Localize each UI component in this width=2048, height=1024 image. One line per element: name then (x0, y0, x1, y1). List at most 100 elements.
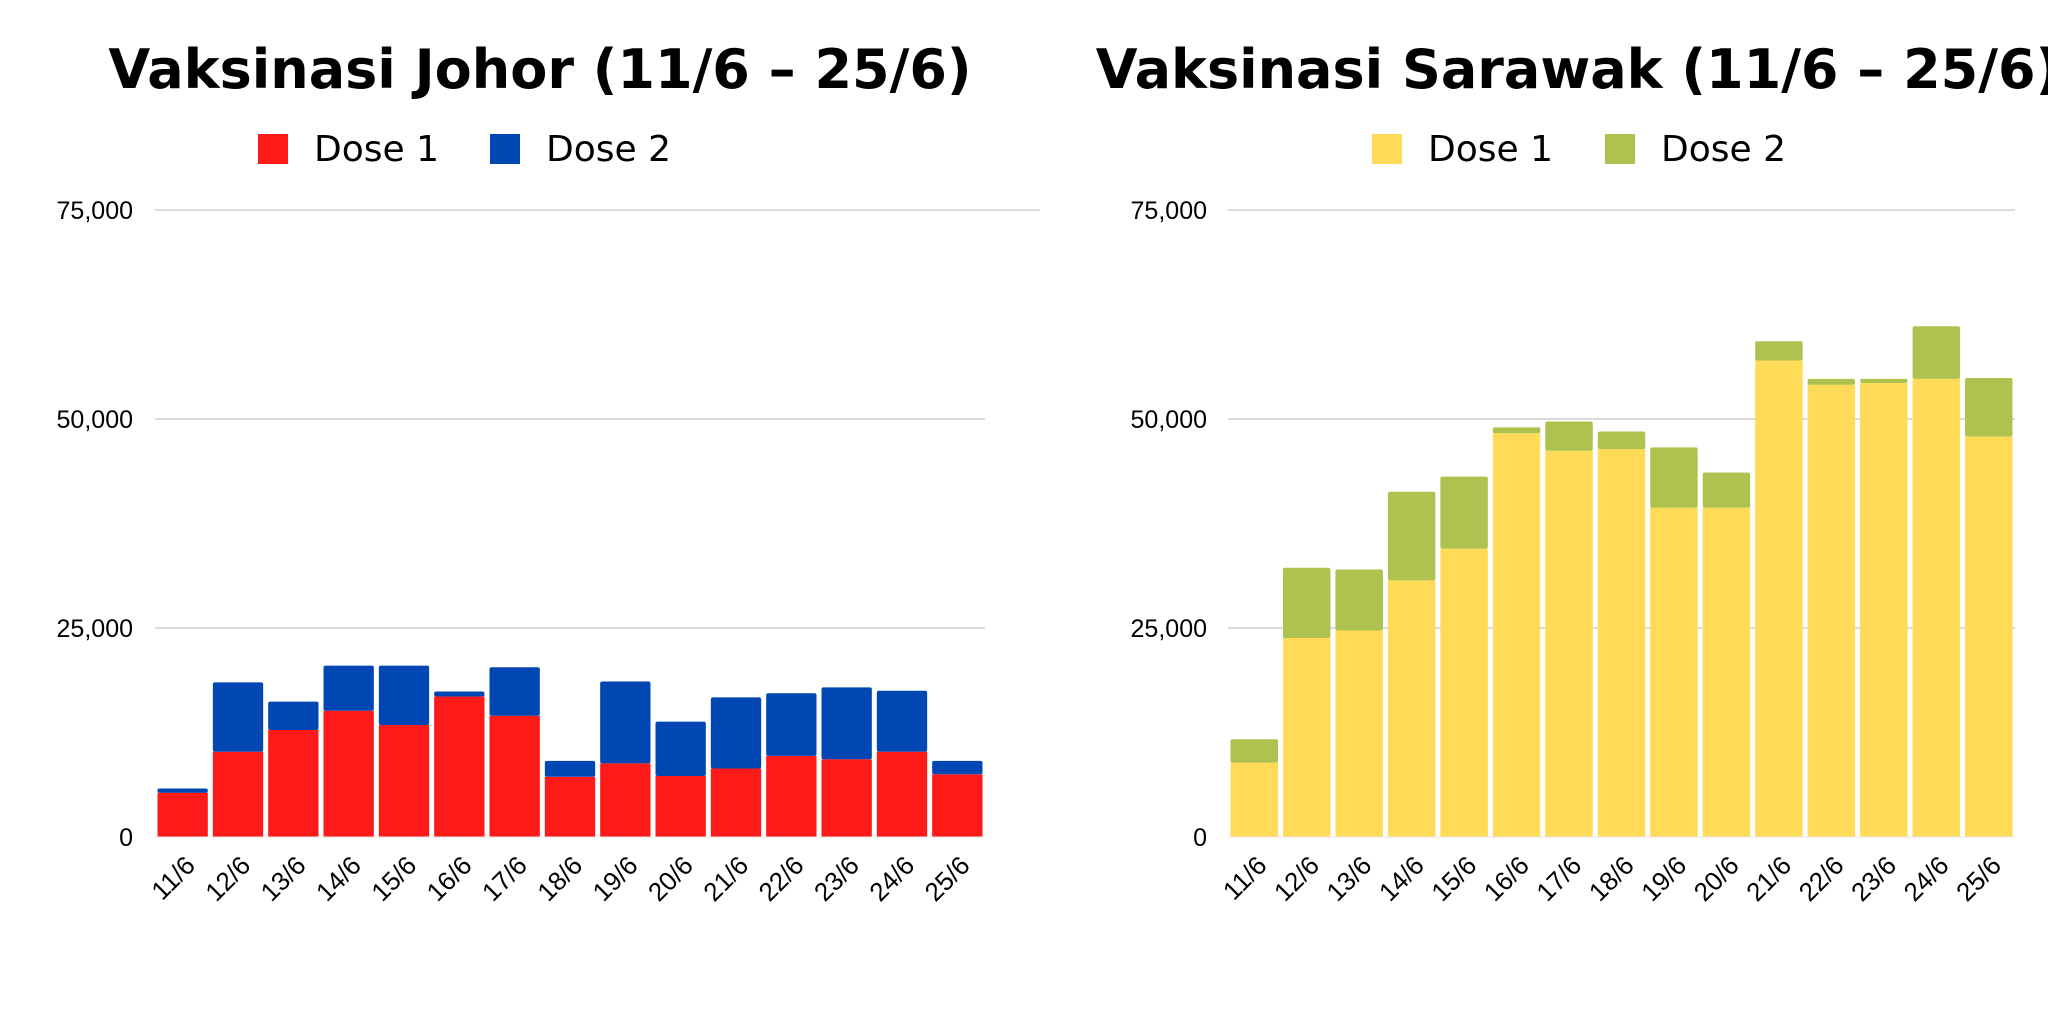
x-tick-label: 20/6 (1688, 850, 1745, 907)
x-tick-label: 23/6 (1845, 850, 1902, 907)
x-tick-label: 14/6 (310, 850, 367, 907)
x-tick-label: 21/6 (697, 850, 754, 907)
bar-dose-2 (378, 665, 430, 725)
x-tick-label: 17/6 (1530, 850, 1587, 907)
x-tick-label: 14/6 (1373, 850, 1430, 907)
bar-dose-2 (1965, 378, 2013, 437)
bar-dose-2 (1230, 739, 1278, 763)
legend-label: Dose 2 (546, 129, 671, 170)
x-tick-label: 25/6 (919, 850, 976, 907)
sarawak-chart: Vaksinasi Sarawak (11/6 – 25/6) Dose 1 Dos… (1096, 38, 2048, 907)
bar-dose-2 (1755, 341, 1803, 361)
bar-dose-1 (1807, 384, 1856, 837)
bar-dose-2 (821, 687, 872, 760)
legend-swatch (490, 134, 520, 164)
x-tick-label: 11/6 (1217, 850, 1273, 906)
bar-dose-2 (544, 760, 596, 777)
bar-dose-1 (1912, 378, 1961, 837)
bar-dose-2 (212, 682, 264, 752)
legend-swatch (1605, 134, 1635, 164)
x-tick-label: 21/6 (1740, 850, 1797, 907)
bar-dose-1 (434, 696, 485, 837)
bar-dose-2 (1597, 431, 1646, 450)
bar-dose-1 (212, 751, 264, 837)
y-tick-label: 75,000 (1131, 197, 1207, 225)
bar-dose-2 (655, 721, 706, 776)
bar-dose-1 (1755, 360, 1803, 837)
x-tick-label: 12/6 (1268, 850, 1325, 907)
x-tick-label: 16/6 (421, 850, 478, 907)
bar-dose-2 (1912, 326, 1961, 379)
bar-dose-2 (876, 690, 928, 752)
bar-dose-1 (1597, 449, 1646, 837)
x-tick-label: 13/6 (1320, 850, 1377, 907)
x-tick-label: 24/6 (1898, 850, 1955, 907)
bar-dose-2 (1440, 476, 1488, 549)
y-tick-label: 50,000 (1131, 406, 1207, 434)
x-tick-label: 18/6 (531, 850, 588, 907)
bar-dose-1 (876, 751, 928, 837)
bar-dose-1 (1965, 436, 2013, 837)
bar-dose-1 (1335, 630, 1383, 837)
bar-dose-1 (710, 768, 762, 837)
x-tick-label: 19/6 (1635, 850, 1692, 907)
x-tick-label: 23/6 (808, 850, 865, 907)
bar-dose-2 (1282, 567, 1331, 639)
bar-dose-2 (766, 693, 817, 756)
bar-dose-1 (600, 763, 651, 837)
bar-dose-1 (1545, 450, 1593, 837)
bar-dose-2 (932, 760, 983, 775)
y-tick-label: 0 (119, 824, 133, 852)
bar-dose-1 (1230, 762, 1278, 837)
legend-swatch (1372, 134, 1402, 164)
legend-swatch (258, 134, 288, 164)
x-tick-label: 15/6 (365, 850, 422, 907)
legend-label: Dose 2 (1661, 129, 1786, 170)
bar-dose-2 (710, 697, 762, 769)
bar-dose-2 (157, 788, 208, 793)
y-tick-label: 0 (1193, 824, 1207, 852)
y-tick-label: 25,000 (1131, 615, 1207, 643)
bar-dose-2 (1702, 472, 1751, 508)
bar-dose-1 (655, 775, 706, 837)
bar-dose-2 (268, 701, 319, 730)
bar-dose-1 (1650, 507, 1698, 837)
bar-dose-2 (1860, 378, 1908, 384)
bar-dose-1 (1492, 433, 1541, 837)
x-tick-label: 15/6 (1425, 850, 1482, 907)
x-tick-label: 19/6 (587, 850, 644, 907)
chart-title: Vaksinasi Sarawak (11/6 – 25/6) (1096, 38, 2048, 101)
bar-dose-1 (157, 792, 208, 837)
x-tick-label: 11/6 (145, 850, 201, 906)
bar-dose-1 (489, 715, 540, 837)
bar-dose-2 (1650, 447, 1698, 508)
bar-dose-1 (1702, 507, 1751, 837)
x-tick-label: 12/6 (199, 850, 256, 907)
bar-dose-1 (378, 724, 430, 837)
bar-dose-1 (1860, 383, 1908, 837)
bar-dose-2 (600, 681, 651, 764)
x-tick-label: 22/6 (1793, 850, 1850, 907)
bar-dose-1 (821, 759, 872, 837)
y-tick-label: 75,000 (57, 197, 133, 225)
bar-dose-1 (1387, 580, 1436, 837)
x-tick-label: 22/6 (753, 850, 810, 907)
bar-dose-1 (544, 776, 596, 837)
y-tick-label: 25,000 (57, 615, 133, 643)
x-tick-label: 18/6 (1583, 850, 1640, 907)
bar-dose-2 (1387, 491, 1436, 581)
x-tick-label: 24/6 (863, 850, 920, 907)
bar-dose-2 (434, 691, 485, 697)
legend-label: Dose 1 (1428, 129, 1553, 170)
x-tick-label: 16/6 (1478, 850, 1535, 907)
bar-dose-1 (766, 755, 817, 837)
x-tick-label: 25/6 (1950, 850, 2007, 907)
x-tick-label: 17/6 (476, 850, 533, 907)
bar-dose-1 (1440, 548, 1488, 837)
bar-dose-2 (489, 667, 540, 716)
bar-dose-2 (1335, 569, 1383, 631)
bar-dose-1 (323, 710, 374, 837)
bar-dose-1 (268, 729, 319, 837)
bar-dose-2 (1807, 378, 1856, 385)
